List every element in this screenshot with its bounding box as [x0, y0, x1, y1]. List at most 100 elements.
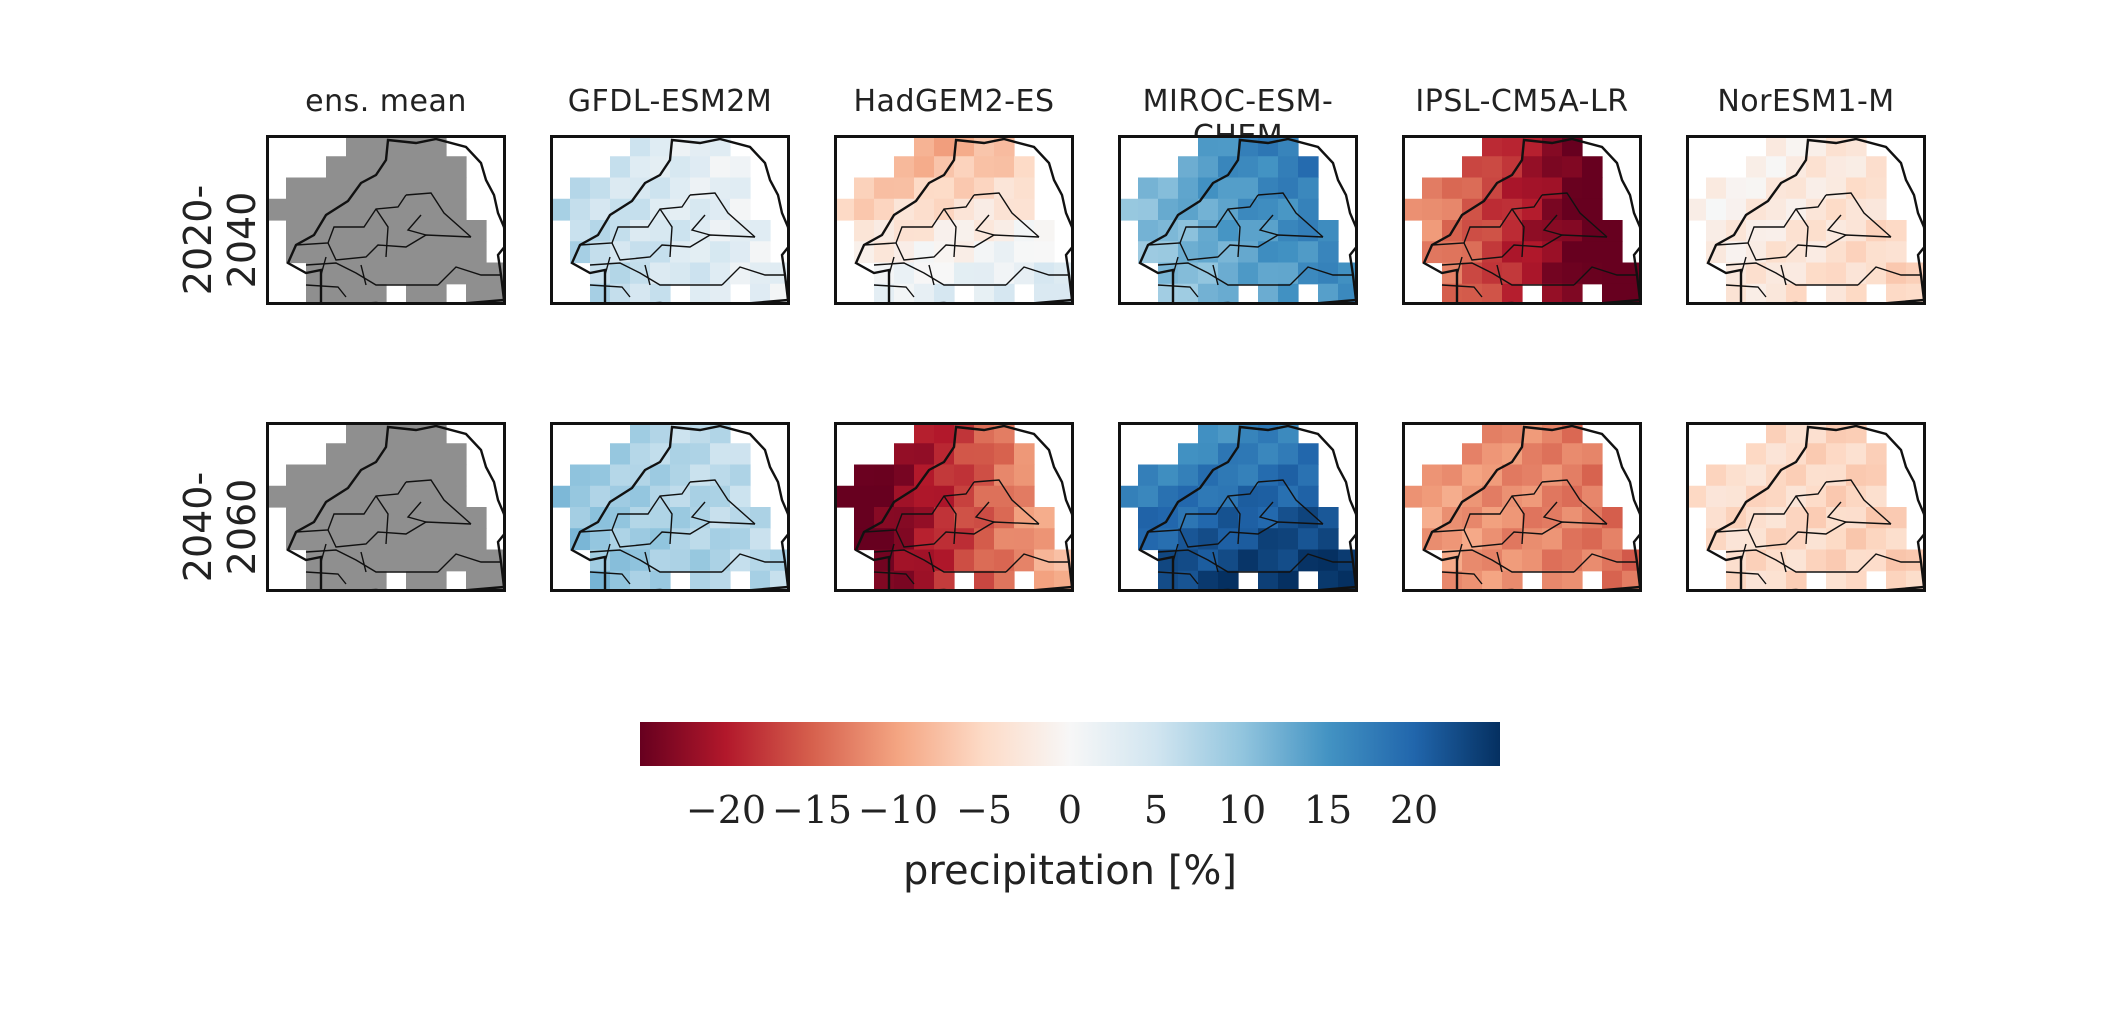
grid-cell	[1846, 443, 1867, 466]
region-border	[375, 495, 389, 545]
grid-cell	[1442, 177, 1463, 200]
grid-cell	[1846, 464, 1867, 487]
region-border	[1780, 551, 1787, 573]
grid-cell	[1482, 422, 1503, 444]
grid-cell	[306, 464, 327, 487]
grid-cell	[650, 507, 671, 529]
grid-cell	[630, 528, 651, 551]
map-panel	[1118, 135, 1358, 305]
grid-cell	[406, 135, 427, 157]
grid-cell	[690, 549, 711, 572]
region-border	[375, 208, 389, 258]
grid-cell	[914, 443, 935, 466]
grid-cell	[1826, 485, 1847, 508]
grid-cell	[994, 507, 1015, 529]
grid-cell	[994, 570, 1015, 592]
grid-cell	[590, 241, 611, 264]
grid-cell	[1602, 507, 1623, 529]
grid-cell	[954, 241, 975, 264]
grid-cell	[1846, 220, 1867, 242]
grid-cell	[1886, 220, 1907, 242]
grid-cell	[1602, 241, 1623, 264]
region-border	[1441, 262, 1574, 286]
grid-cell	[426, 507, 447, 529]
grid-cell	[1786, 262, 1807, 285]
grid-cell	[1158, 177, 1179, 200]
map-svg	[1402, 422, 1642, 592]
region-border	[1257, 192, 1324, 238]
grid-cell	[670, 262, 691, 285]
grid-cell	[1826, 464, 1847, 487]
grid-cell	[1582, 262, 1603, 285]
grid-cell	[1502, 135, 1523, 157]
grid-cell	[306, 177, 327, 200]
grid-cell	[670, 156, 691, 179]
grid-cell	[1806, 485, 1827, 508]
grid-cell	[1806, 549, 1827, 572]
grid-cell	[730, 177, 751, 200]
grid-cell	[690, 198, 711, 221]
grid-cell	[326, 156, 347, 179]
region-border	[1258, 501, 1279, 523]
grid-cell	[1258, 135, 1279, 157]
grid-cell	[366, 528, 387, 551]
region-border	[305, 549, 438, 573]
grid-cell	[994, 528, 1015, 551]
grid-cell	[1502, 570, 1523, 592]
grid-cell	[1582, 528, 1603, 551]
colorbar-tick-label: −15	[771, 788, 853, 832]
grid-cell	[1014, 443, 1035, 466]
map-panel	[1402, 422, 1642, 592]
grid-cell	[426, 570, 447, 592]
grid-cell	[710, 464, 731, 487]
grid-cell	[710, 528, 731, 551]
grid-cell	[1118, 485, 1139, 508]
grid-cell	[1786, 443, 1807, 466]
grid-cell	[1138, 485, 1159, 508]
grid-cell	[1542, 485, 1563, 508]
grid-cell	[346, 485, 367, 508]
grid-cell	[1158, 283, 1179, 305]
grid-cell	[1178, 177, 1199, 200]
grid-cell	[610, 241, 631, 264]
grid-cell	[730, 443, 751, 466]
grid-cell	[914, 135, 935, 157]
grid-cell	[446, 177, 467, 200]
grid-cell	[386, 485, 407, 508]
grid-cell	[1582, 198, 1603, 221]
colorbar-tick-label: −20	[685, 788, 767, 832]
grid-cell	[1766, 241, 1787, 264]
grid-cell	[1786, 528, 1807, 551]
grid-cell	[974, 570, 995, 592]
grid-cell	[1746, 464, 1767, 487]
grid-cell	[710, 570, 731, 592]
grid-cell	[326, 283, 347, 305]
grid-cell	[954, 507, 975, 529]
grid-cell	[406, 570, 427, 592]
grid-cell	[1258, 241, 1279, 264]
grid-cell	[1602, 528, 1623, 551]
grid-cell	[466, 241, 487, 264]
grid-cell	[570, 177, 591, 200]
grid-cell	[1542, 443, 1563, 466]
grid-cell	[1806, 177, 1827, 200]
region-border	[1826, 214, 1847, 236]
grid-cell	[1806, 241, 1827, 264]
grid-cell	[1158, 528, 1179, 551]
grid-cell	[670, 422, 691, 444]
grid-cell	[326, 241, 347, 264]
grid-cell	[570, 464, 591, 487]
grid-cell	[1482, 198, 1503, 221]
grid-cell	[1522, 262, 1543, 285]
grid-cell	[710, 241, 731, 264]
region-border	[1573, 553, 1637, 573]
grid-cell	[1238, 485, 1259, 508]
grid-cell	[1886, 528, 1907, 551]
grid-cell	[974, 177, 995, 200]
grid-cell	[1706, 220, 1727, 242]
grid-cell	[630, 485, 651, 508]
grid-cell	[406, 198, 427, 221]
grid-cell	[1542, 177, 1563, 200]
grid-cell	[1442, 570, 1463, 592]
grid-cell	[1522, 464, 1543, 487]
